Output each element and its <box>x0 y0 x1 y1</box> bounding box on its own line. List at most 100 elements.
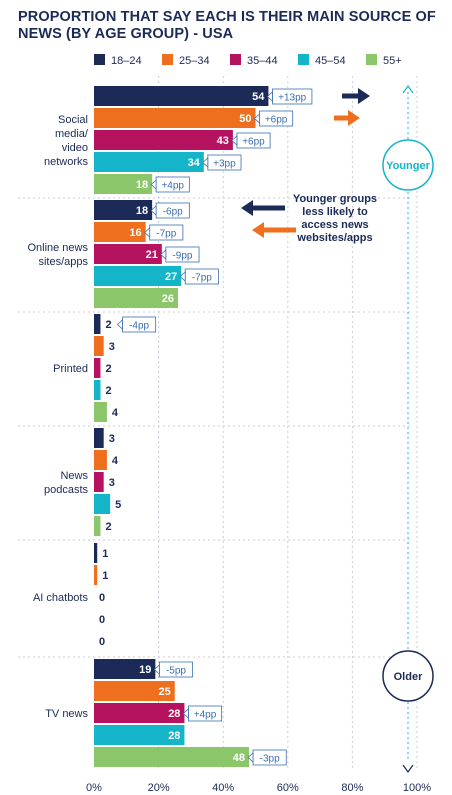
category-label-line: sites/apps <box>38 256 88 268</box>
bar-social-media-video-networks-55 <box>94 174 153 194</box>
legend-label: 45–54 <box>315 55 346 67</box>
legend-swatch <box>162 54 173 65</box>
legend: 18–24 25–34 35–44 45–54 55+ <box>94 54 402 67</box>
bar-online-news-sites-apps-25-34 <box>94 222 146 242</box>
category-label-line: AI chatbots <box>33 592 89 604</box>
age-scale-top-chevron <box>402 84 414 94</box>
arrow-left-18-24 <box>241 200 285 216</box>
category-label-news-podcasts: News podcasts <box>44 470 89 496</box>
change-box: +6pp <box>231 132 271 149</box>
change-box-pointer <box>253 113 260 124</box>
value-label: 5 <box>115 499 121 511</box>
bar-printed-25-34 <box>94 336 104 356</box>
category-label-social-media-video-networks: Social media/video networks <box>44 114 89 168</box>
legend-label: 25–34 <box>179 55 210 67</box>
legend-swatch <box>366 54 377 65</box>
bar-social-media-video-networks-25-34 <box>94 108 256 128</box>
change-label: +4pp <box>194 710 217 721</box>
value-label: 3 <box>109 341 115 353</box>
bar-online-news-sites-apps-55 <box>94 288 178 308</box>
change-box-pointer <box>150 179 157 190</box>
bar-ai-chatbots-18-24 <box>94 543 98 563</box>
bar-printed-45-54 <box>94 380 101 400</box>
chart-title: PROPORTION THAT SAY EACH IS THEIR MAIN S… <box>18 9 436 42</box>
value-label: 43 <box>217 135 229 147</box>
legend-item-35-44: 35–44 <box>230 54 278 67</box>
x-tick-label: 60% <box>277 782 299 794</box>
change-box: +13pp <box>266 88 313 105</box>
value-label: 26 <box>162 293 174 305</box>
value-label: 2 <box>105 319 111 331</box>
legend-swatch <box>230 54 241 65</box>
x-tick-label: 20% <box>148 782 170 794</box>
x-tick-label: 100% <box>403 782 431 794</box>
change-box-pointer <box>202 157 209 168</box>
annotation-note-line: Younger groups <box>293 193 377 205</box>
value-label: 25 <box>159 686 171 698</box>
legend-label: 18–24 <box>111 55 142 67</box>
annotation-note-line: less likely to <box>302 206 368 218</box>
value-label: 27 <box>165 271 177 283</box>
gridlines <box>18 76 418 768</box>
change-box-pointer <box>144 227 151 238</box>
younger-label: Younger <box>386 160 431 172</box>
legend-swatch <box>94 54 105 65</box>
arrow-right-18-24 <box>342 88 370 104</box>
value-label: 4 <box>112 455 119 467</box>
legend-label: 55+ <box>383 55 402 67</box>
category-label-line: media/ <box>55 128 89 140</box>
category-label-line: News <box>60 470 88 482</box>
change-box: +4pp <box>150 176 190 193</box>
bar-tv-news-35-44 <box>94 703 185 723</box>
category-label-printed: Printed <box>53 363 88 375</box>
value-label: 2 <box>105 385 111 397</box>
bar-news-podcasts-35-44 <box>94 472 104 492</box>
bar-tv-news-18-24 <box>94 659 156 679</box>
bar-printed-55 <box>94 402 107 422</box>
value-label: 28 <box>168 708 180 720</box>
bar-printed-18-24 <box>94 314 101 334</box>
change-box-pointer <box>150 205 157 216</box>
legend-item-45-54: 45–54 <box>298 54 346 67</box>
value-label: 19 <box>139 664 151 676</box>
bar-online-news-sites-apps-18-24 <box>94 200 153 220</box>
value-label: 3 <box>109 433 115 445</box>
category-label-line: podcasts <box>44 484 89 496</box>
x-tick-label: 40% <box>212 782 234 794</box>
change-label: -5pp <box>166 666 186 677</box>
change-label: -4pp <box>129 321 149 332</box>
bar-online-news-sites-apps-35-44 <box>94 244 162 264</box>
bar-news-podcasts-45-54 <box>94 494 111 514</box>
bar-printed-35-44 <box>94 358 101 378</box>
change-box-pointer <box>153 664 160 675</box>
change-box-pointer <box>231 135 238 146</box>
value-label: 2 <box>105 521 111 533</box>
change-box: -6pp <box>150 202 190 219</box>
category-label-line: TV news <box>45 708 88 720</box>
older-label: Older <box>394 671 423 683</box>
legend-label: 35–44 <box>247 55 278 67</box>
bar-social-media-video-networks-35-44 <box>94 130 233 150</box>
older-badge: Older <box>382 650 434 702</box>
bar-tv-news-45-54 <box>94 725 185 745</box>
value-label: 0 <box>99 614 105 626</box>
legend-item-25-34: 25–34 <box>162 54 210 67</box>
legend-item-18-24: 18–24 <box>94 54 142 67</box>
value-label: 48 <box>233 752 245 764</box>
category-label-line: Online news <box>27 242 88 254</box>
bar-ai-chatbots-25-34 <box>94 565 98 585</box>
value-label: 50 <box>239 113 251 125</box>
bar-social-media-video-networks-18-24 <box>94 86 269 106</box>
change-label: -6pp <box>163 207 183 218</box>
older-circle <box>382 650 434 702</box>
age-scale-bottom-chevron <box>402 764 414 774</box>
change-box: +3pp <box>202 154 242 171</box>
arrow-left-25-34 <box>252 222 296 238</box>
bar-social-media-video-networks-45-54 <box>94 152 204 172</box>
change-box: -9pp <box>160 246 200 263</box>
category-label-ai-chatbots: AI chatbots <box>33 592 89 604</box>
value-label: 54 <box>252 91 265 103</box>
